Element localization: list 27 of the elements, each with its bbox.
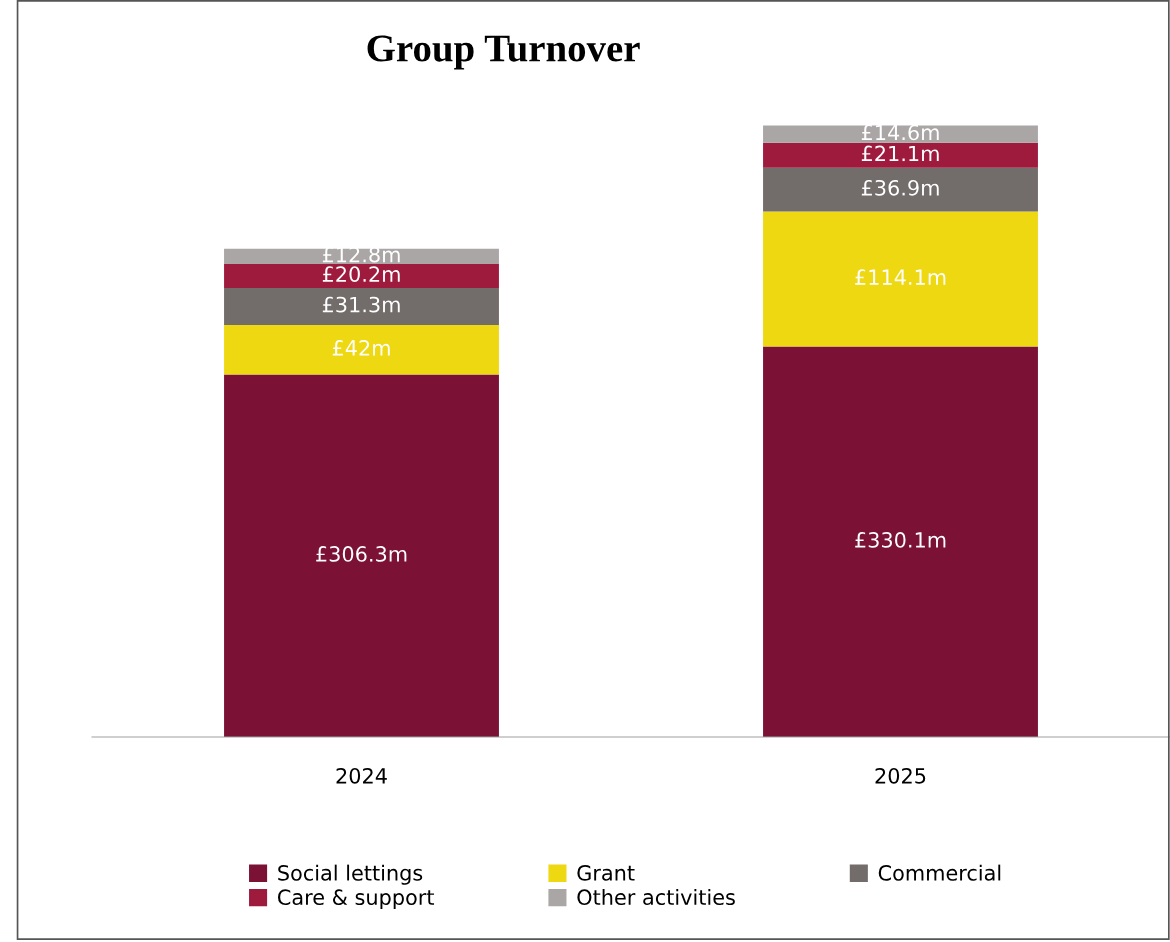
bar [224,263,499,288]
data-label: £31.3m [322,296,400,313]
bar [224,248,499,264]
bar [224,287,499,325]
data-label: £42m [332,340,390,356]
bar [763,125,1038,143]
bar [763,211,1038,347]
bar [763,142,1038,168]
chart-title: Group Turnover [367,35,640,70]
data-label: £36.9m [861,179,939,196]
legend-label: Care & support [278,889,435,910]
legend-label: Commercial [878,864,1001,881]
data-label: £20.2m [322,266,400,282]
legend-label: Other activities [577,888,735,906]
bar [763,346,1038,737]
bar [763,167,1038,212]
bar [224,324,499,375]
x-tick-label: 2024 [336,767,387,784]
data-label: £21.1m [861,145,939,162]
data-label: £306.3m [316,546,407,562]
data-label: £114.1m [855,269,946,285]
x-tick-label: 2025 [875,767,926,784]
data-label: £330.1m [855,532,946,548]
bar [224,374,499,737]
legend-label: Social lettings [278,864,423,885]
legend-label: Grant [577,865,635,881]
data-label: £14.6m [861,124,939,141]
